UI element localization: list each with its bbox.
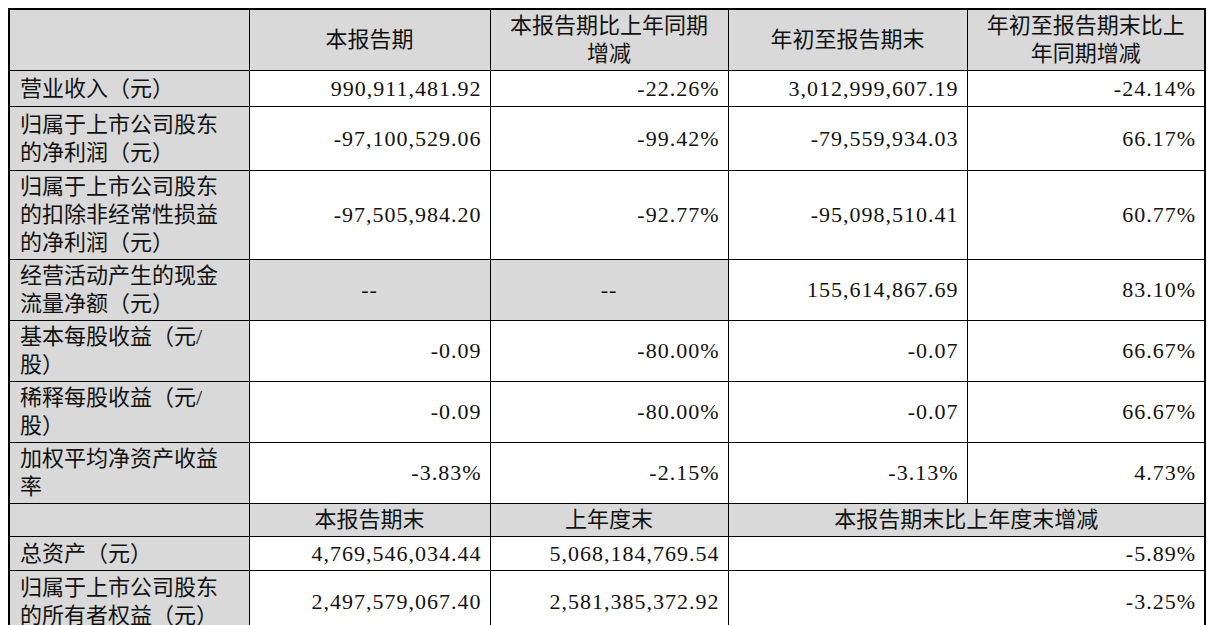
cell-value: -0.07 <box>728 321 967 382</box>
row-label: 稀释每股收益（元/股） <box>9 382 249 443</box>
cell-value: -0.09 <box>249 321 490 382</box>
cell-value: -24.14% <box>967 71 1205 107</box>
cell-value: -0.09 <box>249 382 490 443</box>
cell-value: 2,581,385,372.92 <box>490 571 728 625</box>
corner-cell <box>9 9 249 71</box>
row-label: 归属于上市公司股东的所有者权益（元） <box>9 571 249 625</box>
cell-value-na: -- <box>490 260 728 321</box>
table-row-operating-cash-flow: 经营活动产生的现金流量净额（元） -- -- 155,614,867.69 83… <box>9 260 1205 321</box>
header-ytd: 年初至报告期末 <box>728 9 967 71</box>
cell-value: -2.15% <box>490 443 728 504</box>
row-label: 总资产（元） <box>9 537 249 571</box>
table-row-net-profit: 归属于上市公司股东的净利润（元） -97,100,529.06 -99.42% … <box>9 107 1205 171</box>
row-label: 经营活动产生的现金流量净额（元） <box>9 260 249 321</box>
row-label: 营业收入（元） <box>9 71 249 107</box>
corner-cell <box>9 504 249 537</box>
cell-value: -22.26% <box>490 71 728 107</box>
cell-value: -95,098,510.41 <box>728 171 967 260</box>
cell-value: -3.25% <box>728 571 1205 625</box>
cell-value: 60.77% <box>967 171 1205 260</box>
header-current-period: 本报告期 <box>249 9 490 71</box>
table-row-total-assets: 总资产（元） 4,769,546,034.44 5,068,184,769.54… <box>9 537 1205 571</box>
cell-value: -3.83% <box>249 443 490 504</box>
row-label: 加权平均净资产收益率 <box>9 443 249 504</box>
cell-value: -92.77% <box>490 171 728 260</box>
table-row-equity-attributable: 归属于上市公司股东的所有者权益（元） 2,497,579,067.40 2,58… <box>9 571 1205 625</box>
cell-value: 66.67% <box>967 321 1205 382</box>
table-row-weighted-avg-roe: 加权平均净资产收益率 -3.83% -2.15% -3.13% 4.73% <box>9 443 1205 504</box>
cell-value: -97,100,529.06 <box>249 107 490 171</box>
cell-value: -3.13% <box>728 443 967 504</box>
cell-value: -99.42% <box>490 107 728 171</box>
cell-value: -0.07 <box>728 382 967 443</box>
row-label: 基本每股收益（元/股） <box>9 321 249 382</box>
cell-value: 4,769,546,034.44 <box>249 537 490 571</box>
header-period-end: 本报告期末 <box>249 504 490 537</box>
header-ytd-yoy: 年初至报告期末比上年同期增减 <box>967 9 1205 71</box>
key-financials-table: 本报告期 本报告期比上年同期增减 年初至报告期末 年初至报告期末比上年同期增减 … <box>8 8 1206 625</box>
table-row-net-profit-excl-nonrecurring: 归属于上市公司股东的扣除非经常性损益的净利润（元） -97,505,984.20… <box>9 171 1205 260</box>
cell-value: 4.73% <box>967 443 1205 504</box>
cell-value: 83.10% <box>967 260 1205 321</box>
cell-value: -79,559,934.03 <box>728 107 967 171</box>
cell-value: 155,614,867.69 <box>728 260 967 321</box>
cell-value: 990,911,481.92 <box>249 71 490 107</box>
row-label: 归属于上市公司股东的净利润（元） <box>9 107 249 171</box>
cell-value: 5,068,184,769.54 <box>490 537 728 571</box>
table-row-revenue: 营业收入（元） 990,911,481.92 -22.26% 3,012,999… <box>9 71 1205 107</box>
cell-value-na: -- <box>249 260 490 321</box>
table-header-row-2: 本报告期末 上年度末 本报告期末比上年度末增减 <box>9 504 1205 537</box>
cell-value: 66.67% <box>967 382 1205 443</box>
header-period-end-vs-prior-year-end: 本报告期末比上年度末增减 <box>728 504 1205 537</box>
header-prior-year-end: 上年度末 <box>490 504 728 537</box>
cell-value: -97,505,984.20 <box>249 171 490 260</box>
cell-value: 3,012,999,607.19 <box>728 71 967 107</box>
table-row-basic-eps: 基本每股收益（元/股） -0.09 -80.00% -0.07 66.67% <box>9 321 1205 382</box>
cell-value: -80.00% <box>490 382 728 443</box>
row-label: 归属于上市公司股东的扣除非经常性损益的净利润（元） <box>9 171 249 260</box>
table-row-diluted-eps: 稀释每股收益（元/股） -0.09 -80.00% -0.07 66.67% <box>9 382 1205 443</box>
header-current-period-yoy: 本报告期比上年同期增减 <box>490 9 728 71</box>
cell-value: 66.17% <box>967 107 1205 171</box>
cell-value: -80.00% <box>490 321 728 382</box>
table-header-row-1: 本报告期 本报告期比上年同期增减 年初至报告期末 年初至报告期末比上年同期增减 <box>9 9 1205 71</box>
cell-value: -5.89% <box>728 537 1205 571</box>
cell-value: 2,497,579,067.40 <box>249 571 490 625</box>
